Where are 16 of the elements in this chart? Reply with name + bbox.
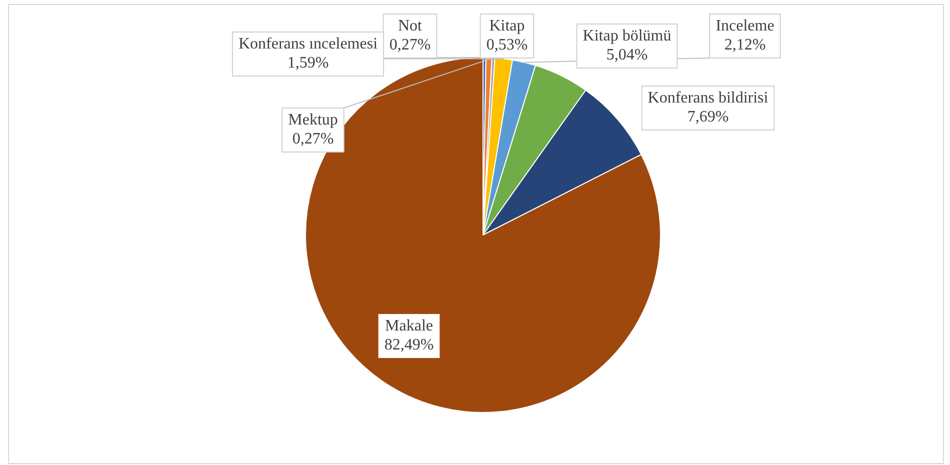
slice-label: Kitap — [489, 18, 525, 35]
slice-label: Konferans bildirisi — [648, 90, 769, 107]
slice-label: Konferans ıncelemesi — [238, 36, 378, 53]
data-label: 0,53% — [486, 36, 528, 54]
data-label: 82,49% — [384, 336, 434, 354]
slice-label: Kitap bölümü — [582, 28, 672, 45]
data-label: 1,59% — [287, 54, 329, 72]
data-label: 2,12% — [724, 36, 766, 54]
slice-label: Inceleme — [716, 18, 774, 35]
slice-label: Mektup — [288, 112, 338, 129]
slice-label: Makale — [385, 318, 433, 335]
data-label: 0,27% — [292, 130, 334, 148]
data-label: 0,27% — [389, 36, 431, 54]
data-label: 7,69% — [687, 108, 729, 126]
slice-label: Not — [398, 18, 423, 35]
data-label: 5,04% — [606, 46, 648, 64]
